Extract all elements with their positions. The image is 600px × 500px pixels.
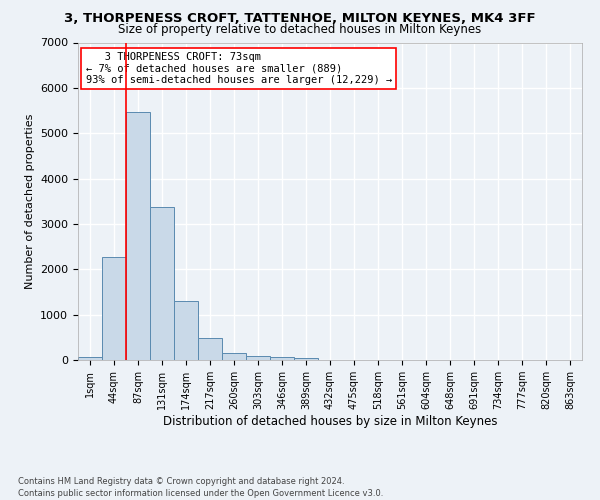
Bar <box>78 357 102 360</box>
Bar <box>270 357 294 360</box>
Text: 3 THORPENESS CROFT: 73sqm
← 7% of detached houses are smaller (889)
93% of semi-: 3 THORPENESS CROFT: 73sqm ← 7% of detach… <box>86 52 392 85</box>
Y-axis label: Number of detached properties: Number of detached properties <box>25 114 35 289</box>
X-axis label: Distribution of detached houses by size in Milton Keynes: Distribution of detached houses by size … <box>163 415 497 428</box>
Bar <box>126 112 150 360</box>
Text: Contains HM Land Registry data © Crown copyright and database right 2024.
Contai: Contains HM Land Registry data © Crown c… <box>18 476 383 498</box>
Bar <box>102 257 126 360</box>
Text: 3, THORPENESS CROFT, TATTENHOE, MILTON KEYNES, MK4 3FF: 3, THORPENESS CROFT, TATTENHOE, MILTON K… <box>64 12 536 26</box>
Text: Size of property relative to detached houses in Milton Keynes: Size of property relative to detached ho… <box>118 22 482 36</box>
Bar <box>198 338 222 360</box>
Bar <box>222 352 246 360</box>
Bar <box>246 356 270 360</box>
Bar <box>174 300 198 360</box>
Bar <box>294 358 318 360</box>
Bar <box>150 206 174 360</box>
